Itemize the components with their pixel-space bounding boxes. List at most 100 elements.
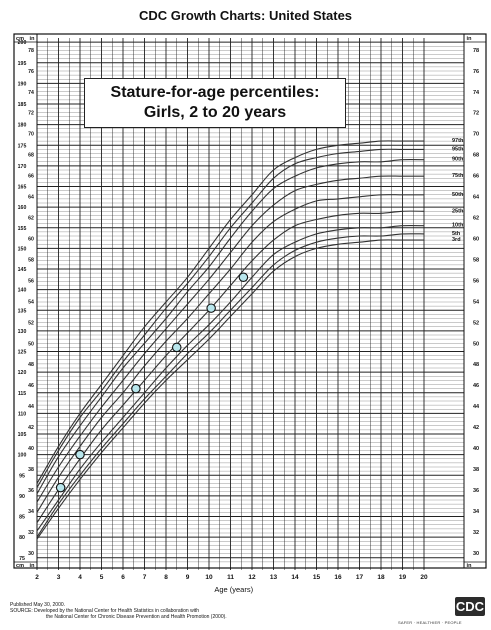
- age-tick-label: 3: [57, 574, 61, 581]
- in-tick-label: 74: [28, 90, 34, 96]
- cm-tick-label: 200: [18, 40, 27, 46]
- age-tick-label: 17: [356, 574, 364, 581]
- percentile-label-3rd: 3rd: [452, 237, 461, 243]
- in-tick-label-right: 64: [473, 195, 480, 201]
- age-tick-label: 13: [270, 574, 278, 581]
- in-tick-label: 76: [28, 69, 34, 75]
- age-tick-label: 6: [121, 574, 125, 581]
- cdc-tagline: SAFER · HEALTHIER · PEOPLE: [398, 620, 462, 625]
- cm-tick-label: 85: [19, 515, 25, 521]
- cm-tick-label: 195: [18, 61, 27, 67]
- in-tick-label-right: 60: [473, 236, 479, 242]
- in-tick-label: 44: [28, 404, 34, 410]
- percentile-label-5th: 5th: [452, 231, 461, 237]
- in-tick-label: 68: [28, 153, 34, 159]
- age-tick-label: 7: [143, 574, 147, 581]
- major-grid: [36, 38, 464, 570]
- cm-tick-label: 100: [18, 453, 27, 459]
- measurement-point: [131, 383, 141, 394]
- in-tick-label: 56: [28, 278, 34, 284]
- percentile-curve-97th: [36, 140, 424, 484]
- measurement-point: [206, 303, 216, 313]
- in-tick-label-right: 72: [473, 111, 479, 117]
- in-tick-label: 54: [28, 299, 34, 305]
- age-tick-label: 14: [291, 574, 299, 581]
- in-tick-label: 46: [28, 383, 34, 389]
- in-tick-label-right: 32: [473, 530, 479, 536]
- percentile-label-97th: 97th: [452, 138, 464, 144]
- measurement-point: [238, 272, 249, 282]
- in-tick-label: 34: [28, 509, 34, 515]
- in-tick-label: 40: [28, 446, 34, 452]
- age-tick-label: 15: [313, 574, 321, 581]
- in-tick-label-right: 52: [473, 320, 479, 326]
- in-tick-label: 48: [28, 362, 34, 368]
- in-tick-label-right: 54: [473, 299, 480, 305]
- in-tick-label: 66: [28, 174, 34, 180]
- in-tick-label: 60: [28, 236, 34, 242]
- cm-tick-label: 190: [18, 81, 27, 87]
- percentile-label-90th: 90th: [452, 157, 464, 163]
- percentile-curve-95th: [36, 148, 424, 488]
- in-tick-label-right: 62: [473, 216, 479, 222]
- cm-tick-label: 115: [18, 391, 26, 397]
- unit-label-in-top-right: in: [467, 36, 473, 42]
- percentile-curve-10th: [36, 224, 425, 532]
- in-tick-label-right: 78: [473, 48, 479, 54]
- in-tick-label-right: 70: [473, 132, 479, 138]
- measurement-points: [55, 272, 249, 493]
- cm-tick-label: 170: [18, 164, 27, 170]
- percentile-curve-5th: [36, 233, 425, 538]
- in-tick-label: 72: [28, 111, 34, 117]
- in-tick-label: 62: [28, 216, 34, 222]
- cm-tick-label: 105: [18, 432, 27, 438]
- in-tick-label-right: 58: [473, 257, 479, 263]
- measurement-point: [75, 449, 85, 460]
- percentile-curve-3rd: [36, 239, 424, 540]
- cm-tick-label: 110: [18, 411, 26, 417]
- in-tick-label: 38: [28, 467, 34, 473]
- cm-tick-label: 165: [18, 185, 27, 191]
- age-tick-label: 5: [100, 574, 104, 581]
- in-tick-label-right: 74: [473, 90, 480, 96]
- chart-frame: [13, 33, 487, 569]
- age-tick-label: 18: [377, 574, 385, 581]
- in-tick-label-right: 44: [473, 404, 480, 410]
- in-tick-label: 36: [28, 488, 34, 494]
- in-tick-label-right: 76: [473, 69, 479, 75]
- footer: Published May 30, 2000. SOURCE: Develope…: [10, 602, 227, 621]
- in-tick-label: 30: [28, 551, 34, 557]
- chart-title-box: Stature-for-age percentiles: Girls, 2 to…: [84, 78, 346, 128]
- percentile-label-75th: 75th: [452, 173, 464, 179]
- cm-tick-label: 175: [18, 143, 27, 149]
- age-tick-label: 10: [205, 574, 213, 581]
- cm-tick-label: 140: [18, 288, 27, 294]
- in-tick-label-right: 50: [473, 341, 479, 347]
- cm-tick-label: 145: [18, 267, 27, 273]
- outer-frame: [13, 33, 487, 569]
- age-tick-label: 20: [420, 574, 428, 581]
- unit-label-cm-top: cm: [16, 36, 24, 42]
- cm-tick-label: 135: [18, 308, 27, 314]
- age-tick-label: 2: [35, 574, 39, 581]
- in-tick-label-right: 34: [473, 509, 480, 515]
- percentile-curve-50th: [36, 194, 424, 513]
- percentile-label-50th: 50th: [452, 192, 464, 198]
- unit-label-in-top: in: [30, 36, 36, 42]
- cm-tick-label: 180: [18, 123, 27, 129]
- in-tick-label: 70: [28, 132, 34, 138]
- cm-tick-label: 95: [19, 473, 25, 479]
- percentile-label-95th: 95th: [452, 146, 464, 152]
- x-axis-label: Age (years): [214, 585, 253, 594]
- age-tick-label: 8: [164, 574, 168, 581]
- in-tick-label-right: 68: [473, 153, 479, 159]
- percentile-curve-25th: [36, 210, 425, 524]
- chart-title-line1: Stature-for-age percentiles:: [110, 84, 320, 101]
- in-tick-label-right: 56: [473, 278, 479, 284]
- percentile-curves: [36, 140, 425, 540]
- in-tick-label: 52: [28, 320, 34, 326]
- cm-tick-label: 160: [18, 205, 27, 211]
- cm-tick-label: 155: [18, 226, 27, 232]
- cdc-logo: CDC: [455, 597, 485, 616]
- age-tick-label: 19: [399, 574, 407, 581]
